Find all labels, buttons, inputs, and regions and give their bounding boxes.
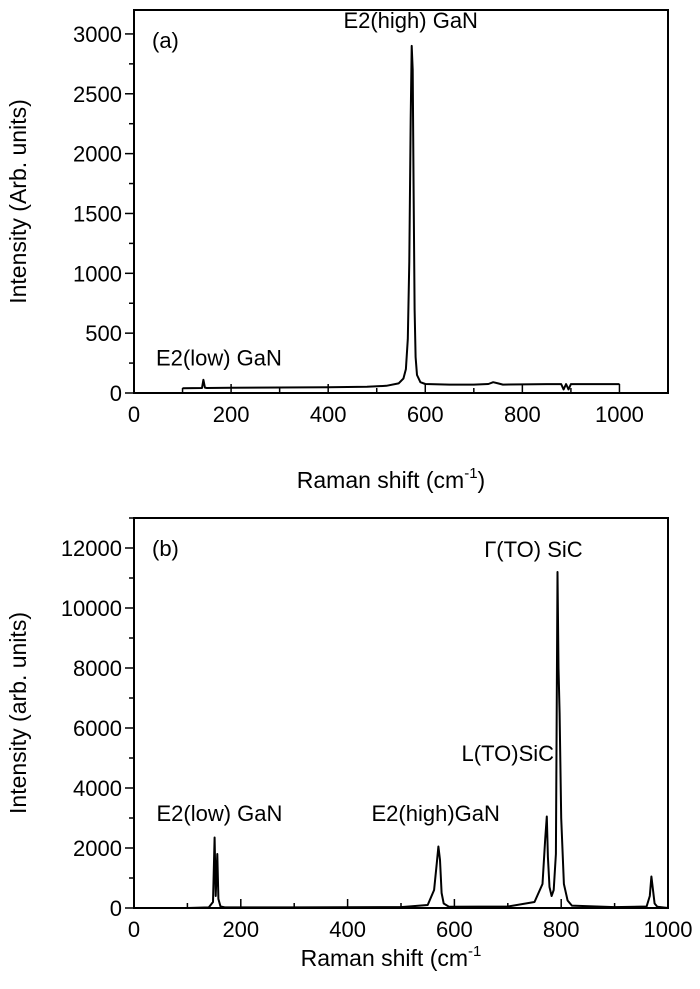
x-axis-title: Raman shift (cm-1) [297,465,485,493]
y-tick-label: 2000 [73,836,122,861]
x-tick-label: 400 [310,402,347,427]
x-tick-label: 1000 [595,402,644,427]
x-axis-title: Raman shift (cm-1 [301,943,482,971]
peak-annotation: E2(low) GaN [156,345,282,370]
y-tick-label: 2500 [73,82,122,107]
y-tick-label: 2000 [73,142,122,167]
panel-label: (b) [152,536,179,561]
y-tick-label: 1000 [73,261,122,286]
y-tick-label: 12000 [61,536,122,561]
x-tick-label: 1000 [644,917,693,942]
x-tick-label: 200 [222,917,259,942]
y-tick-label: 1500 [73,201,122,226]
panel-label: (a) [152,28,179,53]
peak-annotation: Γ(TO) SiC [484,537,583,562]
chart-panel-a: 0 200 400 600 800 1000 0 500 1000 1500 2000 2500 300… [5,8,669,493]
chart-panel-b: 0 200 400 600 800 100002000400060008000100001… [5,517,693,971]
peak-annotation: E2(high) GaN [343,8,478,33]
x-tick-label: 400 [329,917,366,942]
spectrum-line [182,44,620,391]
y-tick-label: 0 [110,896,122,921]
peak-annotation: E2(high)GaN [372,801,500,826]
plot-frame [133,9,669,394]
peak-annotation: L(TO)SiC [462,741,555,766]
x-tick-label: 200 [213,402,250,427]
y-tick-label: 10000 [61,596,122,621]
spectrum-line [134,571,669,909]
y-axis-title: Intensity (arb. units) [5,612,31,814]
x-tick-label: 0 [128,402,140,427]
y-tick-label: 8000 [73,656,122,681]
x-tick-label: 600 [407,402,444,427]
x-tick-label: 800 [504,402,541,427]
y-tick-label: 4000 [73,776,122,801]
y-tick-label: 0 [110,381,122,406]
y-axis-title: Intensity (Arb. units) [5,99,31,304]
peak-annotation: E2(low) GaN [156,801,282,826]
y-tick-label: 6000 [73,716,122,741]
x-tick-label: 0 [128,917,140,942]
y-tick-label: 3000 [73,22,122,47]
y-tick-label: 500 [85,321,122,346]
x-tick-label: 800 [543,917,580,942]
x-tick-label: 600 [436,917,473,942]
